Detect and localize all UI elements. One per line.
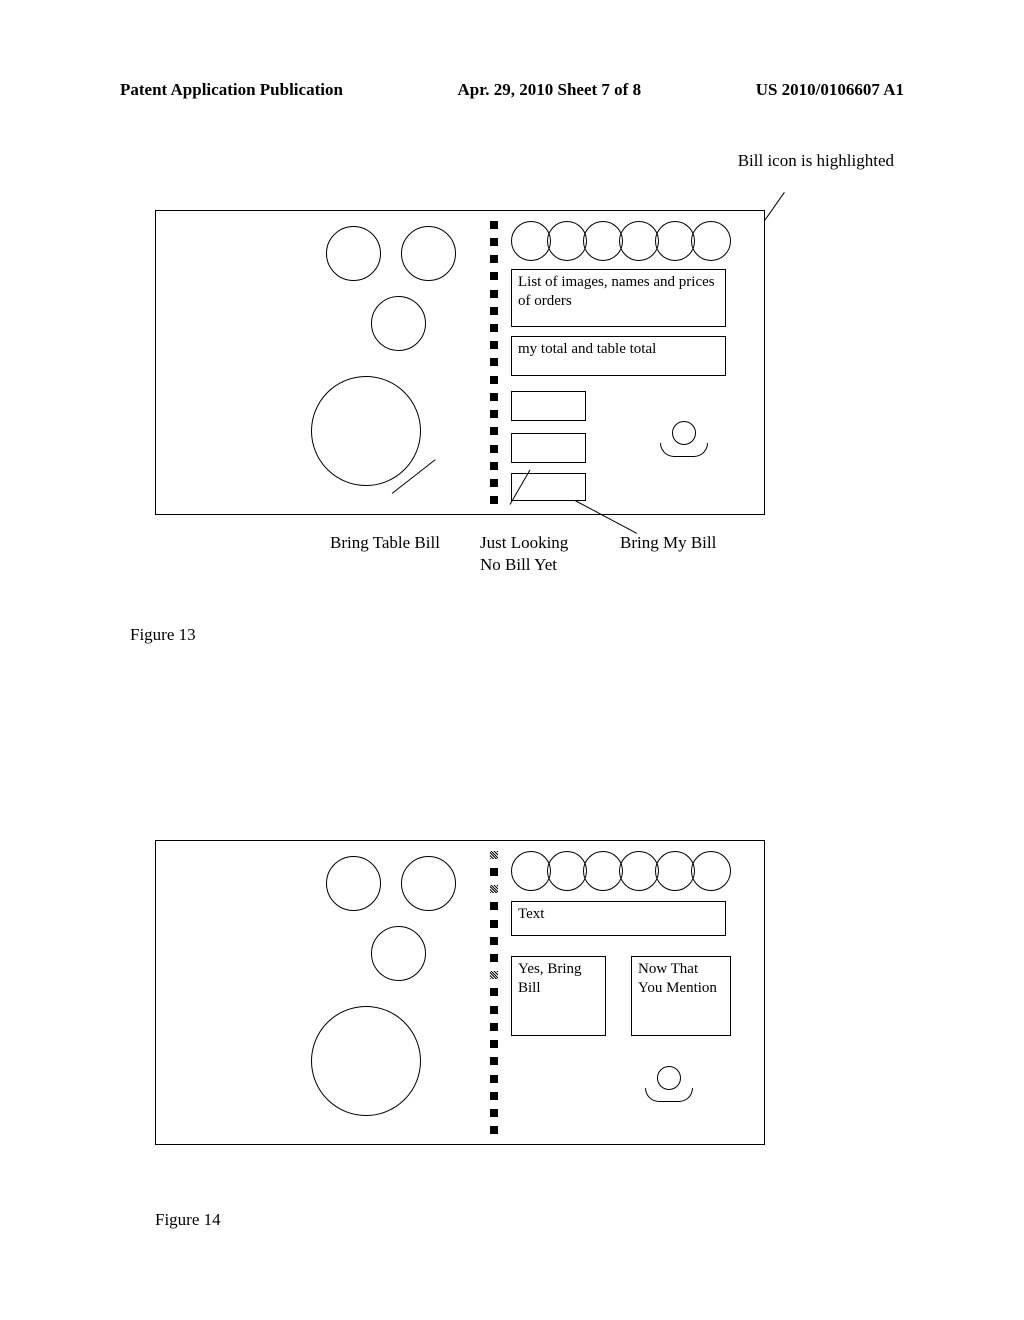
leader-line-top	[758, 192, 821, 255]
annotation-bill-highlighted: Bill icon is highlighted	[738, 150, 894, 172]
divider-square-icon	[490, 971, 498, 979]
divider-square-icon	[490, 851, 498, 859]
header-left: Patent Application Publication	[120, 80, 343, 100]
nav-circle-icon[interactable]	[691, 851, 731, 891]
figure-14-label: Figure 14	[155, 1210, 221, 1230]
callout-bring-my-bill: Bring My Bill	[620, 532, 740, 554]
figure-14-right: Text Yes, Bring Bill Now That You Mentio…	[506, 841, 761, 1144]
orders-list-box: List of images, names and prices of orde…	[511, 269, 726, 327]
nav-icon-row	[511, 221, 731, 261]
divider-square-icon	[490, 324, 498, 332]
divider-square-icon	[490, 410, 498, 418]
just-looking-button[interactable]	[511, 433, 586, 463]
figure-13-right: List of images, names and prices of orde…	[506, 211, 761, 514]
figure-14-left	[156, 841, 486, 1144]
divider-square-icon	[490, 479, 498, 487]
divider-square-icon	[490, 885, 498, 893]
nav-circle-icon[interactable]	[583, 851, 623, 891]
text-box: Text	[511, 901, 726, 936]
nav-icon-row	[511, 851, 731, 891]
divider-square-icon	[490, 358, 498, 366]
divider-square-icon	[490, 445, 498, 453]
nav-circle-icon[interactable]	[691, 221, 731, 261]
divider-square-icon	[490, 272, 498, 280]
nav-circle-icon[interactable]	[511, 851, 551, 891]
plate-circle-large-icon	[311, 1006, 421, 1116]
bring-my-bill-button[interactable]	[511, 473, 586, 501]
waiter-icon[interactable]	[656, 421, 711, 466]
divider-column	[486, 841, 501, 1144]
nav-circle-icon[interactable]	[583, 221, 623, 261]
nav-circle-icon[interactable]	[511, 221, 551, 261]
divider-square-icon	[490, 221, 498, 229]
divider-square-icon	[490, 1040, 498, 1048]
nav-circle-icon[interactable]	[547, 851, 587, 891]
page-header: Patent Application Publication Apr. 29, …	[0, 80, 1024, 100]
divider-square-icon	[490, 307, 498, 315]
nav-circle-icon[interactable]	[655, 221, 695, 261]
callout-bring-table-bill: Bring Table Bill	[330, 532, 440, 554]
divider-square-icon	[490, 290, 498, 298]
plate-circle-icon	[371, 296, 426, 351]
figure-13-left	[156, 211, 486, 514]
header-center: Apr. 29, 2010 Sheet 7 of 8	[458, 80, 642, 100]
divider-square-icon	[490, 1023, 498, 1031]
divider-square-icon	[490, 341, 498, 349]
plate-circle-large-icon	[311, 376, 421, 486]
divider-square-icon	[490, 1006, 498, 1014]
divider-square-icon	[490, 238, 498, 246]
nav-circle-icon[interactable]	[655, 851, 695, 891]
plate-circle-icon	[401, 856, 456, 911]
plate-circle-icon	[371, 926, 426, 981]
divider-square-icon	[490, 1075, 498, 1083]
divider-column	[486, 211, 501, 514]
figure-13-label: Figure 13	[130, 625, 196, 645]
divider-square-icon	[490, 376, 498, 384]
totals-box: my total and table total	[511, 336, 726, 376]
figure-14-panel: Text Yes, Bring Bill Now That You Mentio…	[155, 840, 765, 1145]
divider-square-icon	[490, 1092, 498, 1100]
divider-square-icon	[490, 937, 498, 945]
figure-13-panel: List of images, names and prices of orde…	[155, 210, 765, 515]
divider-square-icon	[490, 1109, 498, 1117]
divider-square-icon	[490, 462, 498, 470]
now-that-you-mention-button[interactable]: Now That You Mention	[631, 956, 731, 1036]
divider-square-icon	[490, 393, 498, 401]
waiter-icon[interactable]	[641, 1066, 696, 1111]
plate-circle-icon	[326, 226, 381, 281]
divider-square-icon	[490, 868, 498, 876]
divider-square-icon	[490, 1126, 498, 1134]
divider-square-icon	[490, 427, 498, 435]
divider-square-icon	[490, 988, 498, 996]
bring-table-bill-button[interactable]	[511, 391, 586, 421]
nav-circle-icon[interactable]	[619, 851, 659, 891]
plate-circle-icon	[401, 226, 456, 281]
divider-square-icon	[490, 902, 498, 910]
divider-square-icon	[490, 255, 498, 263]
divider-square-icon	[490, 954, 498, 962]
divider-square-icon	[490, 496, 498, 504]
callout-just-looking: Just Looking No Bill Yet	[480, 532, 590, 576]
plate-circle-icon	[326, 856, 381, 911]
divider-square-icon	[490, 1057, 498, 1065]
yes-bring-bill-button[interactable]: Yes, Bring Bill	[511, 956, 606, 1036]
divider-square-icon	[490, 920, 498, 928]
nav-circle-icon[interactable]	[619, 221, 659, 261]
header-right: US 2010/0106607 A1	[756, 80, 904, 100]
nav-circle-icon[interactable]	[547, 221, 587, 261]
